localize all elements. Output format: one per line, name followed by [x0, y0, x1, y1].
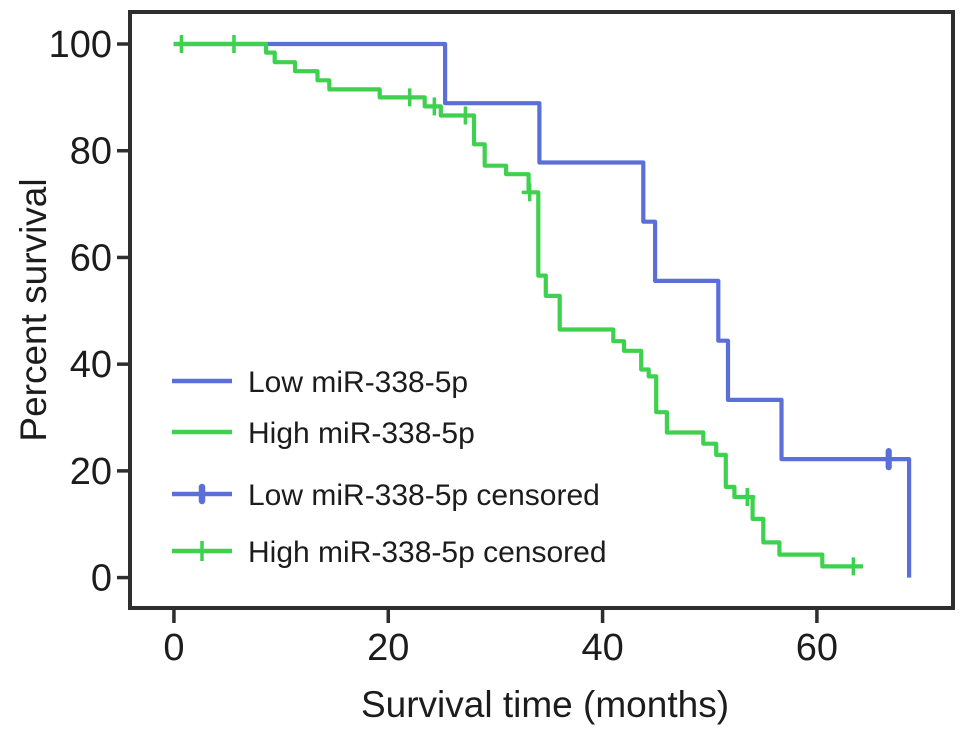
y-axis-ticks: 0 20 40 60 80 100 [49, 24, 130, 600]
legend-label-low: Low miR-338-5p [248, 366, 468, 399]
censor-marks [173, 35, 892, 576]
low-mir-curve [173, 41, 912, 578]
high-mir-curve [173, 41, 863, 569]
legend-label-high-censored: High miR-338-5p censored [248, 536, 607, 569]
x-tick-label: 20 [367, 627, 409, 669]
x-tick-label: 60 [796, 627, 838, 669]
y-tick-label: 0 [91, 558, 112, 600]
y-axis-title: Percent survival [13, 178, 54, 441]
y-tick-label: 80 [70, 131, 112, 173]
x-tick-label: 0 [163, 627, 184, 669]
y-tick-label: 60 [70, 237, 112, 279]
legend-item-low: Low miR-338-5p [172, 366, 468, 399]
legend-item-high-censored: High miR-338-5p censored [172, 536, 607, 569]
legend-item-high: High miR-338-5p [172, 417, 475, 450]
legend-item-low-censored: Low miR-338-5p censored [172, 479, 600, 512]
x-axis-title: Survival time (months) [361, 684, 729, 725]
x-tick-label: 40 [581, 627, 623, 669]
legend-label-high: High miR-338-5p [248, 417, 475, 450]
y-tick-label: 100 [49, 24, 112, 66]
survival-curves [173, 41, 912, 578]
y-tick-label: 40 [70, 344, 112, 386]
y-tick-label: 20 [70, 451, 112, 493]
legend: Low miR-338-5p High miR-338-5p Low miR-3… [172, 366, 607, 569]
plot-frame [128, 10, 955, 610]
x-axis-ticks: 0 20 40 60 [163, 610, 838, 669]
legend-label-low-censored: Low miR-338-5p censored [248, 479, 600, 512]
